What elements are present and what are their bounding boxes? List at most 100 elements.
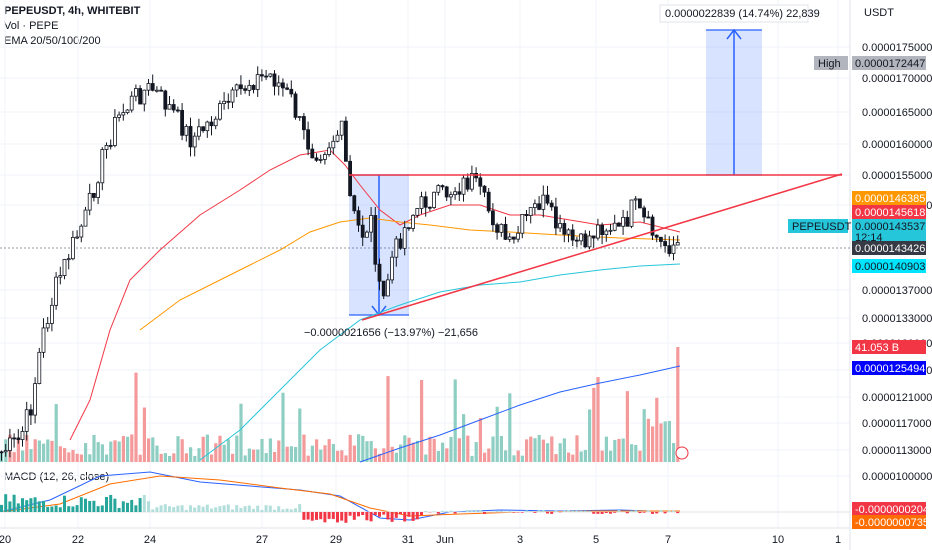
candle-body <box>276 82 281 87</box>
price-tag-value: 0.0000172447 <box>855 58 925 70</box>
volume-bar <box>252 449 256 462</box>
macd-hist-bar <box>193 507 197 512</box>
date-tick-label: 27 <box>256 534 268 546</box>
volume-bar <box>533 438 537 462</box>
candle-body <box>83 209 88 227</box>
price-tick-label: 0.0000160000 <box>862 139 932 151</box>
candle-body <box>146 83 151 91</box>
candle-body <box>406 227 411 230</box>
price-tag-bg <box>852 219 926 243</box>
candle-body <box>625 216 630 227</box>
volume-bar <box>441 442 445 462</box>
volume-bar <box>449 436 453 462</box>
volume-bar <box>147 438 151 462</box>
price-tag-bg <box>852 191 926 205</box>
candle-body <box>444 186 449 198</box>
volume-bar <box>130 434 134 462</box>
volume-bar <box>453 379 457 462</box>
volume-bar <box>302 434 306 462</box>
macd-hist-bar <box>655 512 659 514</box>
macd-hist-bar <box>25 500 29 512</box>
macd-hist-bar <box>147 501 150 512</box>
candle-body <box>0 451 4 454</box>
volume-bar <box>268 438 272 462</box>
macd-hist-bar <box>525 510 528 512</box>
volume-bar <box>159 453 163 462</box>
macd-hist-bar <box>327 512 331 519</box>
volume-bar <box>210 454 214 462</box>
candle-body <box>50 304 54 324</box>
candle-body <box>289 88 294 95</box>
volume-bar <box>172 453 176 462</box>
volume-bar <box>222 444 226 462</box>
volume-bar <box>63 448 67 462</box>
volume-bar <box>218 435 222 462</box>
volume-bar <box>520 455 524 462</box>
rise-annotation-box <box>659 4 809 23</box>
candle-body <box>364 231 369 238</box>
candle-body <box>268 73 273 77</box>
volume-label: Vol · PEPE <box>4 20 59 32</box>
macd-hist-bar <box>79 497 83 512</box>
macd-hist-bar <box>159 505 163 512</box>
macd-hist-bar <box>12 494 16 512</box>
volume-bar <box>659 423 663 462</box>
price-tag-value: 0.0000143537 <box>855 221 925 233</box>
macd-hist-bar <box>84 498 87 512</box>
candle-body <box>646 216 651 219</box>
volume-bar <box>512 455 516 462</box>
macd-hist-bar <box>189 505 192 512</box>
macd-hist-bar <box>331 512 335 519</box>
volume-bar <box>16 438 20 462</box>
candle-body <box>591 235 596 239</box>
price-tag-value: -0.0000000735 <box>855 517 929 529</box>
macd-hist-bar <box>197 505 201 512</box>
candle-body <box>385 279 390 297</box>
volume-bar <box>386 376 390 462</box>
macd-hist-bar <box>172 507 176 512</box>
macd-hist-bar <box>520 512 524 513</box>
volume-bar <box>554 454 558 462</box>
volume-bar <box>373 448 377 462</box>
candle-body <box>163 90 168 110</box>
candle-body <box>533 203 537 208</box>
candle-body <box>280 82 285 89</box>
ema-label: EMA 20/50/100/200 <box>4 35 101 47</box>
macd-hist-bar <box>8 501 12 512</box>
volume-bar <box>54 404 58 462</box>
macd-hist-bar <box>567 510 570 512</box>
candle-body <box>558 223 562 229</box>
candle-body <box>87 192 92 211</box>
macd-hist-bar <box>357 512 360 517</box>
macd-hist-bar <box>369 512 373 522</box>
macd-hist-bar <box>365 512 369 521</box>
candle-body <box>352 195 357 212</box>
candle-body <box>154 89 159 92</box>
candle-body <box>75 236 79 239</box>
candle-body <box>3 450 8 453</box>
volume-bar <box>100 444 104 462</box>
candle-body <box>125 109 130 114</box>
macd-hist-bar <box>336 512 339 523</box>
volume-bar <box>411 442 415 462</box>
candle-body <box>192 135 197 148</box>
price-tick-label: 0.0000170000 <box>862 73 932 85</box>
ema200-line <box>359 365 681 463</box>
candle-body <box>180 109 185 136</box>
macd-hist-bar <box>256 505 260 512</box>
volume-bar <box>415 440 419 462</box>
macd-hist-bar <box>105 496 108 512</box>
volume-bar <box>184 453 188 462</box>
macd-hist-bar <box>638 512 642 514</box>
macd-hist-bar <box>92 500 96 512</box>
volume-bar <box>327 439 331 462</box>
volume-bar <box>592 387 596 462</box>
candle-body <box>604 230 609 236</box>
macd-hist-bar <box>109 494 113 512</box>
measure-annotations: 0.0000022839 (14.74%) 22,839 −0.000002165… <box>304 4 820 339</box>
macd-hist-bar <box>323 512 327 523</box>
candle-body <box>608 229 613 232</box>
macd-hist-bar <box>306 512 310 520</box>
macd-hist-bar <box>470 510 474 512</box>
